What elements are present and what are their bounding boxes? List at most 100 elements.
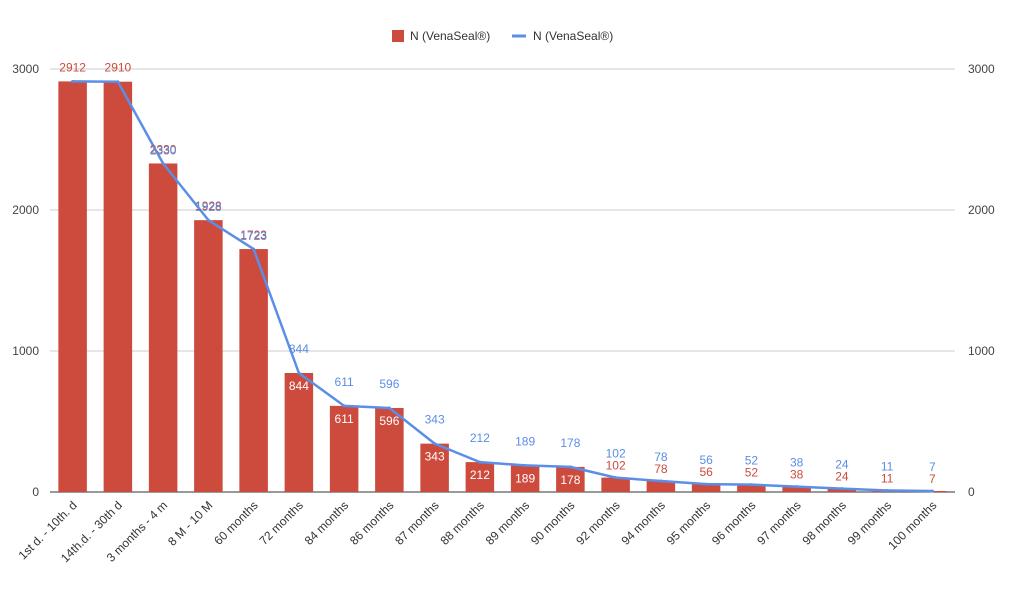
bar — [239, 249, 268, 492]
line-data-label: 24 — [835, 458, 849, 472]
line-data-label: 56 — [699, 453, 713, 467]
line-data-label: 11 — [881, 459, 894, 473]
x-tick-label: 89 months — [483, 498, 533, 548]
bar-series — [58, 81, 947, 493]
bar — [646, 481, 676, 492]
bar — [103, 81, 133, 492]
x-tick-label: 84 months — [302, 498, 352, 548]
line-point — [659, 479, 663, 483]
bar-data-label: 212 — [470, 468, 490, 482]
bar — [375, 407, 404, 492]
line-data-label: 844 — [289, 342, 309, 356]
line-point — [252, 247, 256, 251]
x-tick-label: 100 months — [885, 498, 939, 552]
line-point — [478, 460, 482, 464]
bar-data-label: 56 — [699, 465, 713, 479]
line-data-label: 178 — [560, 436, 580, 450]
bar — [691, 484, 721, 492]
x-tick-label: 90 months — [528, 498, 578, 548]
x-tick-label: 87 months — [392, 498, 442, 548]
y-right-tick-label: 0 — [968, 485, 975, 499]
x-tick-label: 86 months — [347, 498, 397, 548]
line-data-label: 343 — [425, 413, 445, 427]
line-point — [840, 487, 844, 491]
data-labels: 2912 2910 2330 1928 1723 844 611 596 343 212 189 17… — [59, 60, 936, 486]
line-point — [387, 406, 391, 410]
line-point — [116, 80, 120, 84]
line-point — [297, 371, 301, 375]
x-tick-label: 60 months — [211, 498, 261, 548]
line-point — [885, 488, 889, 492]
bar-data-label: 596 — [379, 414, 399, 428]
line-point — [523, 463, 527, 467]
line-point — [206, 218, 210, 222]
bar — [510, 465, 540, 492]
bar-data-label: 2912 — [59, 60, 86, 74]
line-point — [930, 489, 934, 493]
gridlines — [50, 68, 955, 493]
bar — [827, 488, 857, 492]
y-left-tick-label: 0 — [32, 485, 39, 499]
bar-data-label: 52 — [745, 466, 759, 480]
bar-data-label: 189 — [515, 471, 535, 485]
y-right-tick-label: 1000 — [968, 344, 995, 358]
line-series — [71, 79, 934, 493]
y-right-tick-label: 2000 — [968, 203, 995, 217]
x-tick-label: 97 months — [754, 498, 804, 548]
bar — [601, 477, 630, 492]
line-data-label: 52 — [745, 454, 759, 468]
line-point — [342, 404, 346, 408]
bar-data-label: 844 — [289, 379, 309, 393]
bar — [194, 220, 223, 493]
bar — [58, 81, 87, 493]
line-data-label: 611 — [335, 375, 354, 389]
line-path — [72, 80, 933, 493]
y-right-tick-label: 3000 — [968, 62, 995, 76]
legend: N (VenaSeal®) N (VenaSeal®) — [392, 29, 613, 43]
line-data-label: 78 — [654, 450, 668, 464]
bar-data-label: 178 — [560, 473, 580, 487]
line-point — [704, 482, 708, 486]
y-left-tick-label: 1000 — [12, 344, 39, 358]
bar-data-label: 7 — [929, 472, 936, 486]
bar-data-label: 2910 — [105, 61, 132, 75]
x-tick-label: 95 months — [664, 498, 714, 548]
x-tick-label: 96 months — [709, 498, 759, 548]
bar-data-label: 24 — [835, 470, 849, 484]
bar-data-label: 102 — [606, 459, 626, 473]
bar-data-label: 1928 — [195, 199, 222, 213]
line-point — [749, 483, 753, 487]
line-point — [71, 79, 75, 83]
y-left-tick-label: 2000 — [12, 203, 39, 217]
bar — [465, 462, 495, 492]
bar — [782, 486, 811, 492]
bar — [329, 405, 359, 492]
bar-data-label: 343 — [425, 450, 445, 464]
line-point — [161, 161, 165, 165]
line-data-label: 212 — [470, 431, 490, 445]
line-data-label: 38 — [790, 456, 804, 470]
bar — [284, 372, 314, 492]
bar-data-label: 1723 — [240, 228, 267, 242]
x-tick-label: 94 months — [618, 498, 668, 548]
legend-line-label: N (VenaSeal®) — [533, 29, 613, 43]
bar-data-label: 38 — [790, 468, 804, 482]
y-left-tick-label: 3000 — [12, 62, 39, 76]
bar-data-label: 611 — [335, 412, 354, 426]
line-data-label: 189 — [515, 434, 535, 448]
bar — [420, 443, 449, 492]
line-point — [433, 442, 437, 446]
line-point — [795, 485, 799, 489]
line-data-label: 1928 — [195, 200, 222, 214]
bar-data-label: 78 — [654, 462, 668, 476]
x-tick-label: 88 months — [437, 498, 487, 548]
x-tick-label: 98 months — [799, 498, 849, 548]
x-tick-label: 8 M - 10 M — [165, 498, 215, 548]
line-data-label: 596 — [379, 377, 399, 391]
line-data-label: 1723 — [240, 229, 267, 243]
line-data-label: 102 — [606, 447, 626, 461]
line-data-label: 7 — [929, 460, 936, 474]
bar — [556, 466, 585, 492]
legend-bar-swatch — [392, 30, 404, 42]
